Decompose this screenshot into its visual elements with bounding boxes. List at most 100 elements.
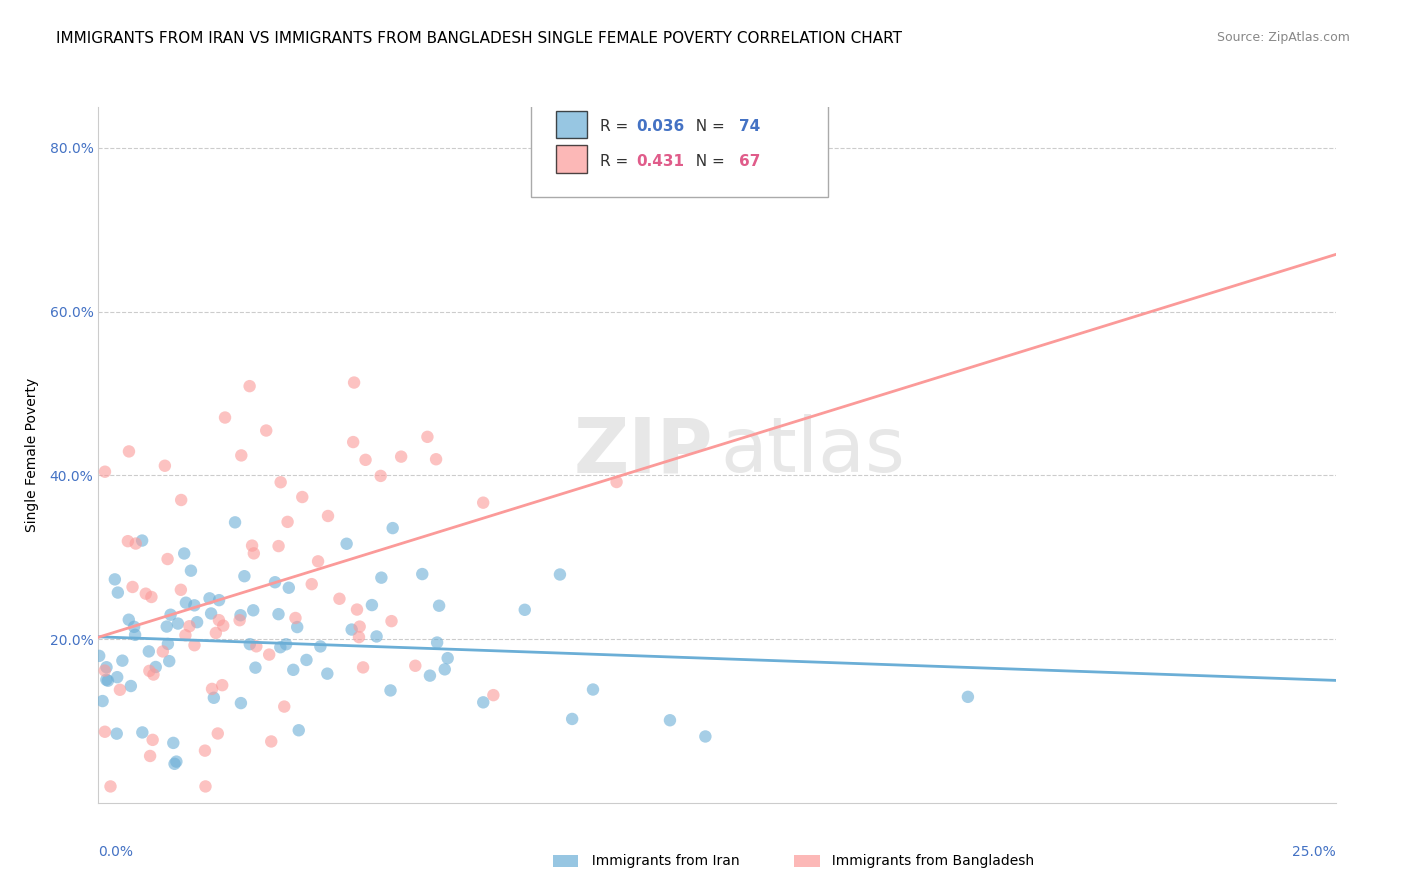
Point xyxy=(404,658,426,673)
Point xyxy=(118,613,141,627)
Point xyxy=(658,713,681,727)
Point xyxy=(347,630,370,644)
Point xyxy=(287,723,309,738)
FancyBboxPatch shape xyxy=(557,145,588,173)
Point xyxy=(233,569,256,583)
Point xyxy=(173,546,195,560)
Point xyxy=(108,682,131,697)
Point xyxy=(96,673,118,687)
Point xyxy=(561,712,583,726)
Point xyxy=(695,730,717,744)
Point xyxy=(257,648,280,662)
Point xyxy=(240,539,263,553)
Point xyxy=(411,567,433,582)
Point xyxy=(194,744,217,758)
Point xyxy=(205,626,228,640)
Point xyxy=(472,496,495,510)
Point xyxy=(208,613,231,627)
Point xyxy=(183,638,205,652)
Point xyxy=(228,613,250,627)
Text: 0.0%: 0.0% xyxy=(98,845,134,859)
Text: Immigrants from Bangladesh: Immigrants from Bangladesh xyxy=(823,854,1033,868)
Point xyxy=(277,581,299,595)
Point xyxy=(436,651,458,665)
Point xyxy=(159,607,181,622)
Point xyxy=(426,635,449,649)
Point xyxy=(336,537,359,551)
Point xyxy=(152,644,174,658)
Bar xyxy=(553,855,578,867)
Point xyxy=(96,660,118,674)
Point xyxy=(118,444,141,458)
Point xyxy=(956,690,979,704)
Point xyxy=(122,620,145,634)
Point xyxy=(105,726,128,740)
Point xyxy=(157,654,180,668)
Point xyxy=(131,725,153,739)
Point xyxy=(186,615,208,630)
Point xyxy=(380,614,402,628)
Point xyxy=(104,573,127,587)
Point xyxy=(194,780,217,794)
Point xyxy=(239,379,262,393)
Point xyxy=(328,591,350,606)
Point xyxy=(352,660,374,674)
Point xyxy=(97,673,120,688)
Text: Immigrants from Iran: Immigrants from Iran xyxy=(583,854,740,868)
Point xyxy=(472,695,495,709)
Point xyxy=(208,593,231,607)
Point xyxy=(135,587,157,601)
Point xyxy=(269,640,291,655)
Point xyxy=(100,780,122,794)
Point xyxy=(156,552,179,566)
Point xyxy=(179,619,201,633)
Point xyxy=(301,577,323,591)
Point xyxy=(380,683,402,698)
Point xyxy=(267,539,290,553)
Point xyxy=(200,607,222,621)
Point xyxy=(131,533,153,548)
Point xyxy=(156,637,179,651)
Point xyxy=(316,508,339,523)
Point xyxy=(260,734,283,748)
Bar xyxy=(794,855,820,867)
Point xyxy=(284,611,307,625)
Text: atlas: atlas xyxy=(721,415,905,489)
Point xyxy=(283,663,305,677)
Point xyxy=(138,664,160,678)
Point xyxy=(170,493,193,508)
Point xyxy=(273,699,295,714)
Text: N =: N = xyxy=(686,153,730,169)
Point xyxy=(180,564,202,578)
Point xyxy=(211,678,233,692)
Point xyxy=(94,465,117,479)
Y-axis label: Single Female Poverty: Single Female Poverty xyxy=(24,378,38,532)
Text: R =: R = xyxy=(599,119,633,134)
Point xyxy=(124,628,146,642)
Point xyxy=(606,475,628,489)
Point xyxy=(139,749,162,764)
Point xyxy=(174,628,197,642)
Point xyxy=(167,616,190,631)
Point xyxy=(389,450,412,464)
Point xyxy=(120,679,142,693)
Point xyxy=(291,490,314,504)
Point xyxy=(346,602,368,616)
Point xyxy=(285,620,308,634)
Point xyxy=(295,653,318,667)
Point xyxy=(340,623,363,637)
Point xyxy=(91,694,114,708)
Point xyxy=(107,585,129,599)
Text: 25.0%: 25.0% xyxy=(1292,845,1336,859)
Point xyxy=(156,619,179,633)
Point xyxy=(105,670,128,684)
Point xyxy=(307,554,329,568)
Point xyxy=(214,410,236,425)
Text: Source: ZipAtlas.com: Source: ZipAtlas.com xyxy=(1216,31,1350,45)
Point xyxy=(243,546,266,560)
Point xyxy=(212,618,235,632)
Point xyxy=(267,607,290,622)
Point xyxy=(370,571,392,585)
Point xyxy=(349,619,371,633)
Point xyxy=(548,567,571,582)
